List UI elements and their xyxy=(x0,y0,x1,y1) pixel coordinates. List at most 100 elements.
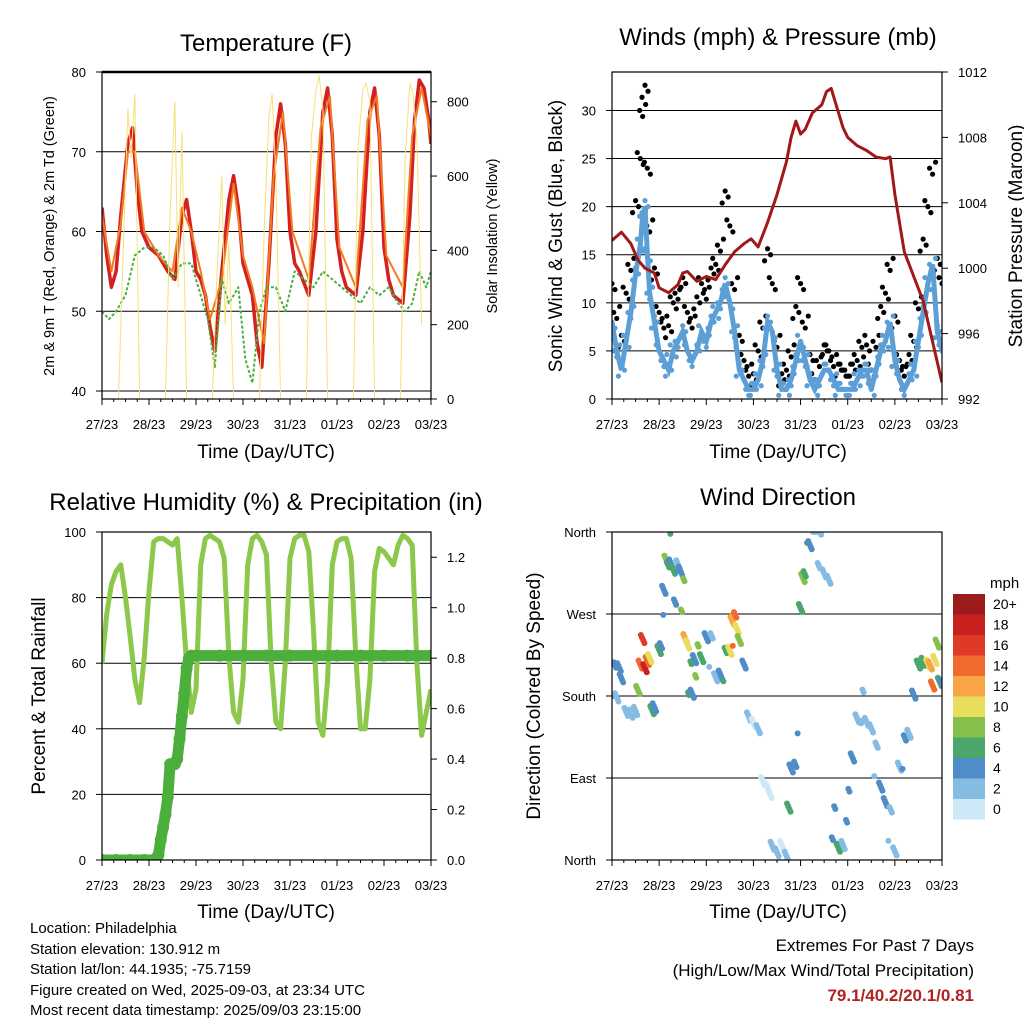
legend-swatch xyxy=(953,737,985,758)
direction-point xyxy=(742,665,749,672)
gust-point xyxy=(625,261,631,267)
wind-point xyxy=(804,383,810,389)
gust-point xyxy=(862,332,868,338)
x-tick-label: 01/23 xyxy=(321,878,354,893)
y2-tick-label: 800 xyxy=(447,95,469,110)
gust-point xyxy=(827,357,834,364)
x-tick-label: 28/23 xyxy=(133,878,166,893)
y2-tick-label: 0 xyxy=(447,392,454,407)
gust-point xyxy=(720,236,727,242)
direction-point xyxy=(885,837,892,844)
x-tick-label: 29/23 xyxy=(690,878,723,893)
gust-point xyxy=(764,246,771,252)
direction-point xyxy=(912,695,919,702)
wind-point xyxy=(673,354,679,360)
x-tick-label: 02/23 xyxy=(879,417,912,432)
x-tick-label: 27/23 xyxy=(86,878,119,893)
direction-point xyxy=(888,809,895,816)
x-tick-label: 01/23 xyxy=(831,417,864,432)
direction-point xyxy=(787,808,794,815)
gust-point xyxy=(612,309,617,316)
gust-point xyxy=(606,275,611,280)
gust-point xyxy=(725,194,731,200)
direction-point xyxy=(695,643,702,650)
y-tick-label: 25 xyxy=(582,152,596,167)
direction-point xyxy=(643,669,650,676)
gust-point xyxy=(719,200,725,206)
direction-point xyxy=(837,848,844,855)
gust-point xyxy=(816,363,823,370)
wind-point xyxy=(851,371,857,377)
direction-point xyxy=(693,674,700,681)
legend-swatch xyxy=(953,778,985,799)
created-text: Figure created on Wed, 2025-09-03, at 23… xyxy=(30,981,365,999)
x-tick-label: 01/23 xyxy=(831,878,864,893)
wind-point xyxy=(710,303,716,310)
direction-point xyxy=(794,730,801,737)
direction-point xyxy=(705,638,712,645)
gust-point xyxy=(710,255,716,261)
y-tick-label: East xyxy=(570,771,596,786)
direction-point xyxy=(641,640,648,647)
direction-point xyxy=(801,579,808,586)
station-info: Location: Philadelphia Station elevation… xyxy=(30,919,365,1022)
direction-point xyxy=(673,601,680,608)
wind-point xyxy=(885,344,892,350)
y2-tick-label: 0.2 xyxy=(447,803,465,818)
gust-point xyxy=(741,357,747,364)
wind-point xyxy=(922,274,928,281)
wind-point xyxy=(786,392,793,398)
temperature-ylabel-left: 2m & 9m T (Red, Orange) & 2m Td (Green) xyxy=(42,96,58,376)
gust-point xyxy=(643,101,649,108)
gust-point xyxy=(635,204,642,210)
data-layer xyxy=(102,75,431,399)
gust-point xyxy=(873,344,879,350)
y2-tick-label: 1.2 xyxy=(447,550,465,565)
y-tick-label: West xyxy=(567,607,597,622)
gust-point xyxy=(640,113,646,120)
gust-point xyxy=(903,363,909,370)
legend-swatch xyxy=(953,758,985,779)
gust-point xyxy=(937,261,942,267)
wind-point xyxy=(689,363,695,370)
wind-point xyxy=(752,371,758,377)
extremes-box: Extremes For Past 7 Days (High/Low/Max W… xyxy=(673,933,974,1008)
y-tick-label: 70 xyxy=(72,145,86,160)
direction-point xyxy=(728,652,735,658)
x-tick-label: 02/23 xyxy=(879,878,912,893)
panel-rh: 0 20 40 60 80 100 0.0 0.2 0.4 0.6 0.8 1.0 1.2 27/23 28… xyxy=(64,525,465,893)
gust-point xyxy=(823,342,829,348)
direction-point xyxy=(789,769,796,776)
gust-point xyxy=(650,217,656,223)
gust-point xyxy=(837,361,843,367)
gust-point xyxy=(885,296,892,302)
gust-point xyxy=(628,267,634,273)
gust-point xyxy=(656,309,662,316)
gust-point xyxy=(929,171,936,177)
gust-point xyxy=(793,303,799,310)
gust-point xyxy=(783,367,790,373)
wind-point xyxy=(733,373,739,379)
gust-point xyxy=(881,309,887,316)
plot-frame xyxy=(611,531,943,861)
wind-point xyxy=(914,373,920,379)
direction-point xyxy=(844,819,851,826)
gust-point xyxy=(692,313,698,319)
legend-label: 12 xyxy=(993,678,1009,694)
gust-point xyxy=(617,303,623,310)
gust-point xyxy=(632,198,639,204)
wind-point xyxy=(642,198,648,204)
winds-ylabel-left: Sonic Wind & Gust (Blue, Black) xyxy=(546,100,567,372)
gust-point xyxy=(906,351,912,358)
direction-point xyxy=(620,679,627,686)
y2-tick-label: 200 xyxy=(447,318,469,333)
wind-point xyxy=(863,361,870,367)
location-text: Location: Philadelphia xyxy=(30,920,177,937)
y2-tick-label: 0.4 xyxy=(447,752,465,767)
gust-point xyxy=(734,274,741,281)
direction-point xyxy=(756,730,763,737)
legend-swatch xyxy=(953,655,985,676)
direction-point xyxy=(851,758,858,765)
gust-point xyxy=(802,325,808,331)
